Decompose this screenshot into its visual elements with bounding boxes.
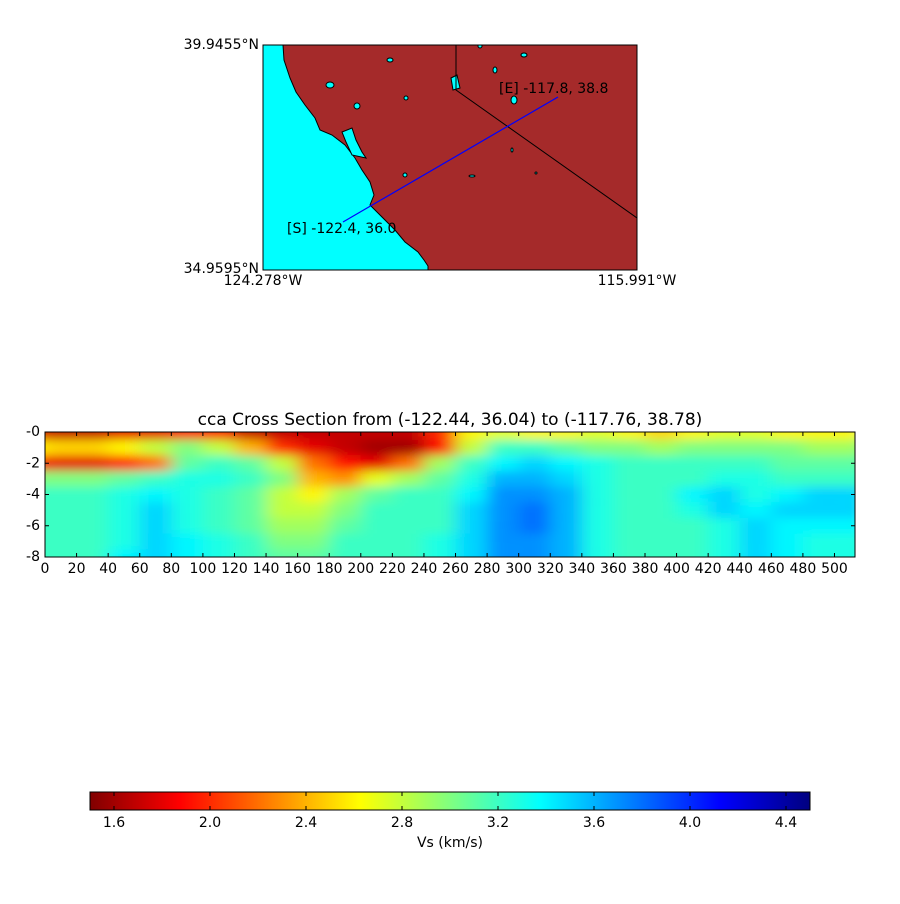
- y-tick-label: -0: [26, 424, 40, 440]
- heatmap-cell: [802, 455, 855, 472]
- x-tick-label: 120: [221, 561, 248, 577]
- x-tick-label: 140: [253, 561, 280, 577]
- state-border: [455, 45, 637, 219]
- x-tick-label: 40: [99, 561, 117, 577]
- x-tick-label: 380: [632, 561, 659, 577]
- heatmap-cell: [802, 549, 855, 557]
- y-tick-label: -4: [26, 487, 40, 503]
- y-tick-label: -8: [26, 549, 40, 565]
- heatmap-cell: [802, 486, 855, 503]
- map: 39.9455°N 34.9595°N 124.278°W 115.991°W …: [184, 37, 677, 289]
- map-frame: [262, 44, 638, 271]
- land: [282, 45, 637, 270]
- section-line: [342, 96, 559, 223]
- x-tick-label: 340: [568, 561, 595, 577]
- colorbar-tick-label: 1.6: [103, 815, 125, 831]
- x-tick-label: 300: [505, 561, 532, 577]
- colorbar-tick-label: 3.2: [487, 815, 509, 831]
- lat-label: 34.9595°N: [184, 261, 259, 277]
- x-tick-label: 80: [162, 561, 180, 577]
- colorbar-tick-label: 2.8: [391, 815, 413, 831]
- x-tick-label: 260: [442, 561, 469, 577]
- heatmap-cell: [802, 439, 855, 456]
- heatmap-cell: [802, 432, 855, 440]
- y-tick-label: -6: [26, 518, 40, 534]
- colorbar-label: Vs (km/s): [417, 835, 483, 851]
- x-tick-label: 180: [316, 561, 343, 577]
- chart-title: cca Cross Section from (-122.44, 36.04) …: [198, 410, 703, 430]
- x-tick-label: 100: [190, 561, 217, 577]
- x-tick-label: 280: [474, 561, 501, 577]
- colorbar-tick-label: 4.4: [775, 815, 797, 831]
- bay: [341, 127, 368, 159]
- x-tick-label: 360: [600, 561, 627, 577]
- heatmap-cell: [802, 533, 855, 550]
- y-tick-label: -2: [26, 455, 40, 471]
- x-tick-label: 200: [347, 561, 374, 577]
- x-tick-label: 440: [726, 561, 753, 577]
- x-tick-label: 400: [663, 561, 690, 577]
- x-tick-label: 60: [131, 561, 149, 577]
- x-tick-label: 420: [695, 561, 722, 577]
- end-label: [E] -117.8, 38.8: [499, 81, 608, 97]
- lakes: [325, 45, 538, 178]
- heatmap-cell: [802, 471, 855, 487]
- x-tick-label: 240: [411, 561, 438, 577]
- x-tick-label: 480: [790, 561, 817, 577]
- colorbar-tick-label: 4.0: [679, 815, 701, 831]
- x-tick-label: 220: [379, 561, 406, 577]
- start-label: [S] -122.4, 36.0: [287, 221, 396, 237]
- lon-label: 124.278°W: [224, 273, 303, 289]
- colorbar: [89, 791, 811, 811]
- lon-label: 115.991°W: [598, 273, 677, 289]
- heatmap-cell: [802, 517, 855, 534]
- x-tick-label: 160: [284, 561, 311, 577]
- colorbar-tick-label: 3.6: [583, 815, 605, 831]
- colorbar-tick-label: 2.4: [295, 815, 317, 831]
- x-tick-label: 500: [821, 561, 848, 577]
- colorbar-tick-label: 2.0: [199, 815, 221, 831]
- x-tick-label: 20: [68, 561, 86, 577]
- heatmap-cell: [802, 502, 855, 518]
- x-tick-label: 0: [41, 561, 50, 577]
- lat-label: 39.9455°N: [184, 37, 259, 53]
- x-tick-label: 320: [537, 561, 564, 577]
- x-tick-label: 460: [758, 561, 785, 577]
